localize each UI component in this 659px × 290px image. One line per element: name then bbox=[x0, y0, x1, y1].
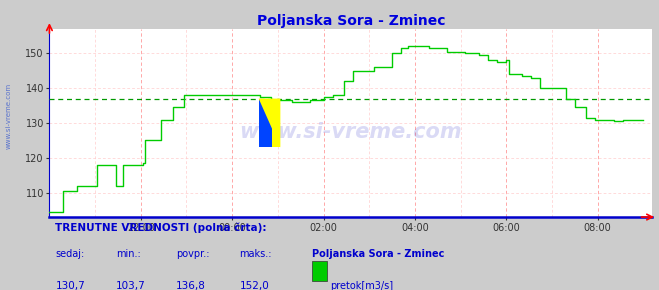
Text: maks.:: maks.: bbox=[239, 249, 272, 259]
Text: 136,8: 136,8 bbox=[176, 281, 206, 290]
Text: min.:: min.: bbox=[116, 249, 140, 259]
Text: www.si-vreme.com: www.si-vreme.com bbox=[5, 83, 11, 149]
Text: Poljanska Sora - Zminec: Poljanska Sora - Zminec bbox=[312, 249, 444, 259]
Text: 130,7: 130,7 bbox=[55, 281, 85, 290]
Polygon shape bbox=[259, 99, 280, 148]
Text: 103,7: 103,7 bbox=[116, 281, 146, 290]
Text: sedaj:: sedaj: bbox=[55, 249, 85, 259]
FancyBboxPatch shape bbox=[259, 99, 272, 148]
Text: 152,0: 152,0 bbox=[239, 281, 269, 290]
Text: www.si-vreme.com: www.si-vreme.com bbox=[240, 122, 462, 142]
Title: Poljanska Sora - Zminec: Poljanska Sora - Zminec bbox=[256, 14, 445, 28]
Bar bbox=[312, 261, 327, 281]
FancyBboxPatch shape bbox=[259, 99, 280, 148]
Text: povpr.:: povpr.: bbox=[176, 249, 210, 259]
Text: pretok[m3/s]: pretok[m3/s] bbox=[330, 281, 393, 290]
Text: TRENUTNE VREDNOSTI (polna črta):: TRENUTNE VREDNOSTI (polna črta): bbox=[55, 222, 267, 233]
